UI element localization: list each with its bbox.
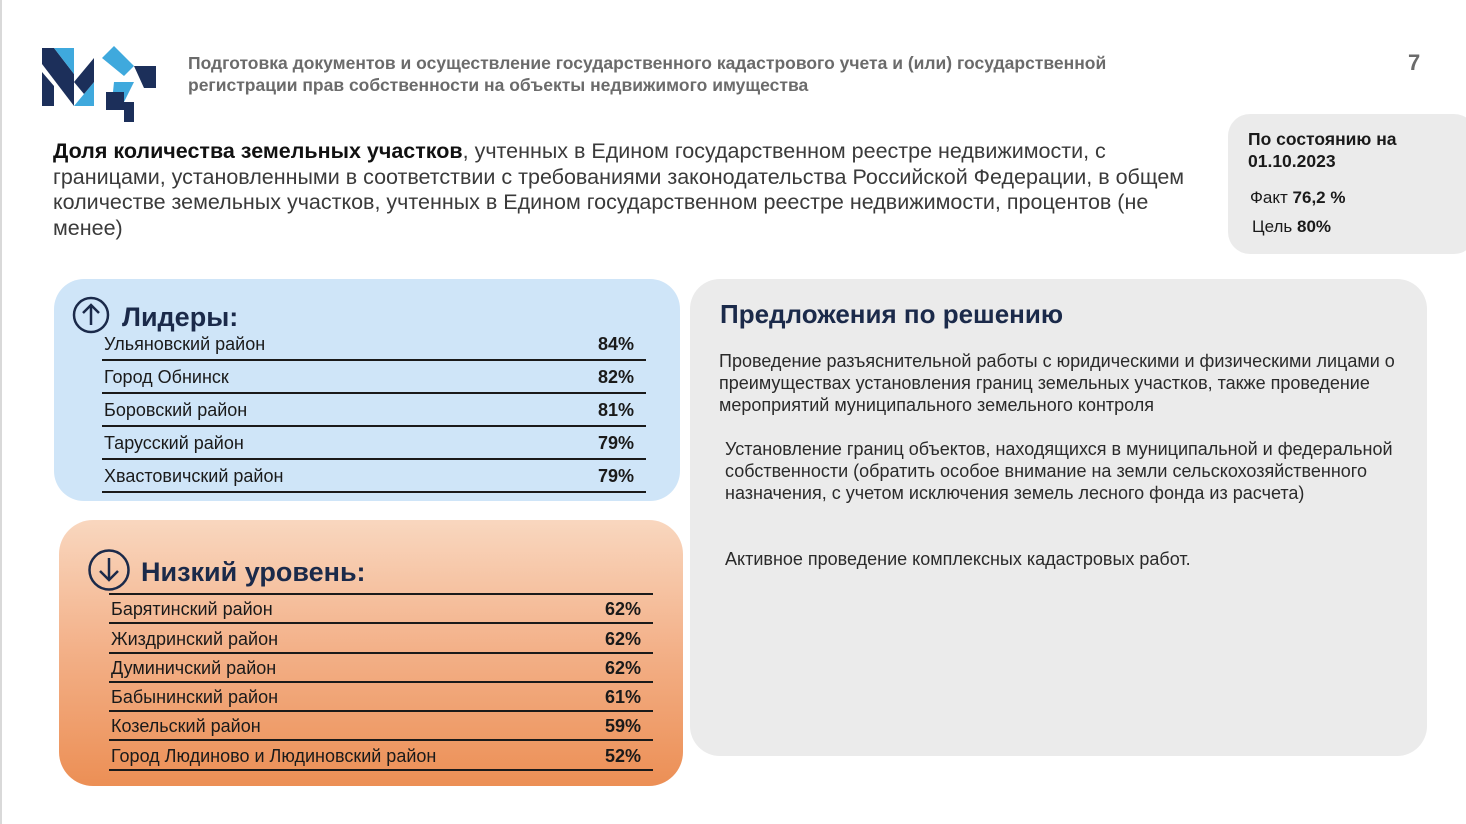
indicator-rest: , учтенных в Едином государственном реес… — [53, 139, 1185, 240]
leaders-list: Ульяновский район 84% Город Обнинск 82% Бо… — [102, 329, 646, 493]
district-percent: 81% — [597, 400, 634, 420]
status-box: По состоянию на 01.10.2023 Факт 76,2 % Ц… — [1228, 114, 1466, 254]
district-name: Хвастовичский район — [104, 466, 284, 486]
district-percent: 84% — [597, 334, 634, 354]
leaders-header: Лидеры: — [72, 296, 238, 339]
low-level-panel: Низкий уровень: Барятинский район 62% Жиз… — [59, 520, 683, 786]
leaders-row: Ульяновский район 84% — [102, 329, 646, 361]
district-name: Барятинский район — [111, 599, 273, 620]
district-percent: 62% — [604, 628, 641, 649]
proposal-item: Проведение разъяснительной работы с юрид… — [719, 351, 1395, 415]
district-name: Ульяновский район — [104, 334, 266, 354]
status-goal-label: Цель — [1252, 217, 1293, 236]
district-percent: 79% — [597, 466, 634, 486]
low-level-row: Город Людиново и Людиновский район 52% — [109, 741, 653, 771]
district-name: Бабынинский район — [111, 687, 279, 708]
proposals-title: Предложения по решению — [720, 299, 1064, 329]
district-name: Думиничский район — [111, 657, 277, 678]
leaders-row: Город Обнинск 82% — [102, 361, 646, 394]
page-number: 7 — [1408, 50, 1421, 75]
low-level-row: Бабынинский район 61% — [109, 683, 653, 713]
proposal-item: Активное проведение комплексных кадастро… — [725, 549, 1191, 569]
district-name: Козельский район — [111, 716, 261, 737]
district-name: Город Обнинск — [104, 367, 229, 387]
slide-edge — [0, 0, 2, 824]
status-goal-value: 80% — [1296, 217, 1332, 236]
header-title-line2: регистрации прав собственности на объект… — [188, 75, 809, 95]
district-name: Город Людиново и Людиновский район — [111, 745, 437, 766]
logo-mp-icon — [40, 44, 162, 124]
proposal-item: Установление границ объектов, находящихс… — [725, 439, 1393, 503]
status-fact: Факт 76,2 % — [1250, 187, 1466, 209]
leaders-row: Тарусский район 79% — [102, 427, 646, 460]
district-percent: 62% — [604, 599, 641, 620]
leaders-title: Лидеры: — [122, 302, 239, 332]
leaders-row: Боровский район 81% — [102, 394, 646, 427]
low-level-title: Низкий уровень: — [141, 557, 366, 587]
district-name: Боровский район — [104, 400, 248, 420]
status-goal: Цель 80% — [1252, 216, 1466, 238]
low-level-row: Козельский район 59% — [109, 712, 653, 742]
low-level-row: Барятинский район 62% — [109, 595, 653, 625]
district-percent: 52% — [604, 745, 641, 766]
district-name: Жиздринский район — [111, 628, 279, 649]
district-percent: 61% — [604, 687, 641, 708]
arrow-down-circle-icon — [87, 548, 131, 597]
low-level-list: Барятинский район 62% Жиздринский район 62… — [109, 593, 653, 771]
indicator-description: Доля количества земельных участков, учте… — [53, 139, 1203, 241]
district-percent: 79% — [597, 433, 634, 453]
header-title-line1: Подготовка документов и осуществление го… — [188, 53, 1107, 73]
district-percent: 82% — [597, 367, 634, 387]
low-level-header: Низкий уровень: — [87, 548, 366, 597]
district-name: Тарусский район — [104, 433, 244, 453]
leaders-row: Хвастовичский район 79% — [102, 460, 646, 493]
low-level-row: Жиздринский район 62% — [109, 624, 653, 654]
low-level-row: Думиничский район 62% — [109, 654, 653, 683]
proposals-panel: Предложения по решению Проведение разъяс… — [690, 279, 1427, 756]
district-percent: 62% — [604, 657, 641, 678]
indicator-bold: Доля количества земельных участков — [53, 139, 463, 163]
header-title: Подготовка документов и осуществление го… — [188, 52, 1228, 96]
district-percent: 59% — [604, 716, 641, 737]
status-fact-value: 76,2 % — [1292, 188, 1346, 207]
status-title: По состоянию на 01.10.2023 — [1248, 129, 1397, 171]
status-fact-label: Факт — [1250, 188, 1288, 207]
leaders-panel: Лидеры: Ульяновский район 84% Город Обнин… — [54, 279, 680, 501]
arrow-up-circle-icon — [72, 296, 110, 339]
